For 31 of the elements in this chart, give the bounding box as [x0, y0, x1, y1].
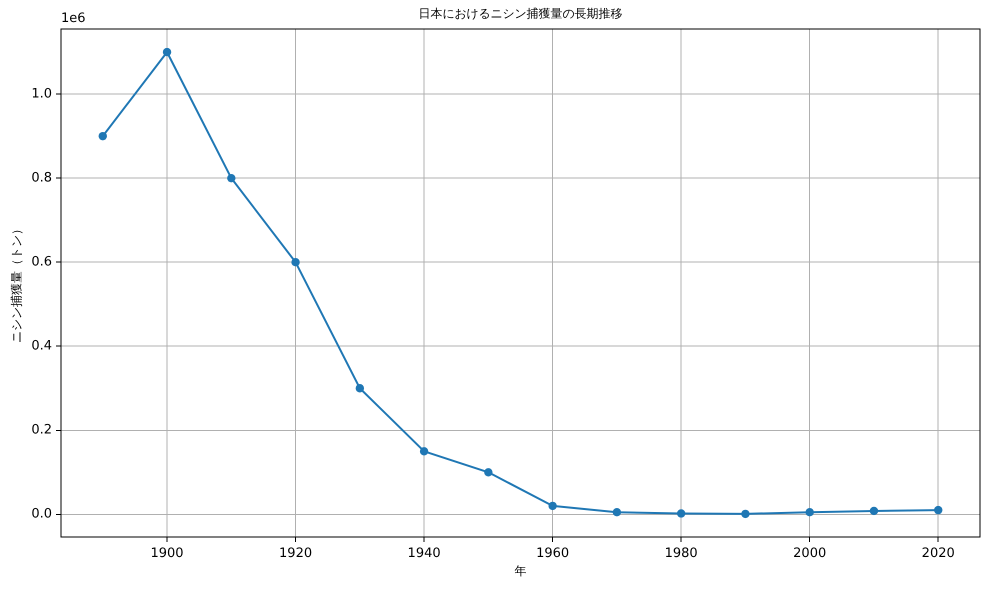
x-axis-title: 年 [514, 564, 526, 578]
point [612, 508, 622, 516]
y-tick-label: 0.0 [31, 506, 52, 522]
x-tick-label: 1940 [408, 546, 441, 562]
y-tick-label: 0.6 [31, 254, 52, 270]
x-tick-label: 1960 [536, 546, 570, 562]
x-tick-label: 2000 [793, 546, 826, 562]
chart-title: 日本におけるニシン捕獲量の長期推移 [418, 6, 622, 20]
point [934, 506, 942, 514]
x-tick-label: 2020 [922, 546, 955, 562]
y-tick-label: 0.4 [31, 338, 52, 354]
point [870, 506, 878, 516]
y-tick-label: 0.8 [31, 170, 52, 186]
y-axis-title: ニシン捕獲量（トン） [9, 223, 24, 343]
point [805, 508, 814, 516]
text: 1e6 [61, 10, 86, 26]
y-tick-label: 1.0 [31, 86, 52, 102]
point [162, 48, 172, 56]
point [484, 468, 493, 476]
point [548, 502, 557, 510]
point [741, 510, 750, 518]
point [676, 509, 686, 518]
point [420, 447, 428, 456]
point [98, 132, 107, 140]
x-tick-label: 1920 [279, 546, 312, 562]
point [227, 174, 236, 182]
y-tick-label: 0.2 [31, 422, 52, 438]
x-tick-label: 1900 [150, 546, 184, 562]
x-tick-label: 1980 [664, 546, 698, 562]
point [291, 258, 300, 266]
point [356, 384, 364, 392]
